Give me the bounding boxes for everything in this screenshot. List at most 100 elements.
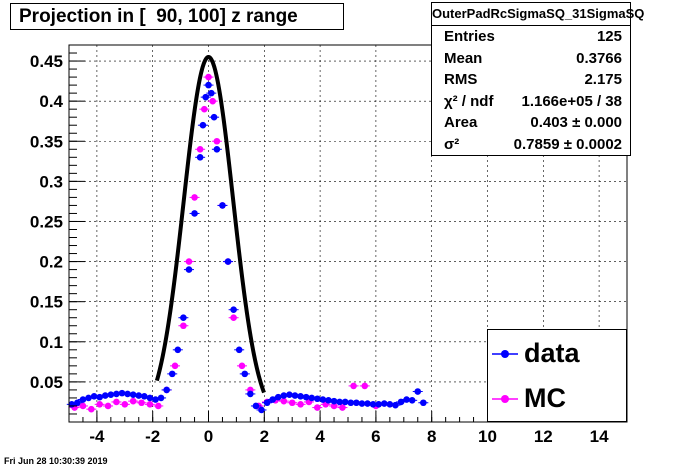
mc-point — [205, 73, 212, 81]
data-point — [207, 89, 215, 97]
data-point — [308, 394, 316, 402]
data-point — [180, 314, 187, 322]
mc-point — [104, 402, 112, 410]
stats-row-chi2: χ² / ndf 1.166e+05 / 38 — [432, 91, 630, 113]
data-point — [302, 393, 310, 401]
data-point — [219, 202, 226, 209]
mc-point — [213, 137, 221, 145]
data-point — [174, 346, 182, 354]
mc-point — [330, 402, 338, 410]
data-point — [213, 145, 221, 153]
x-tick-label: 4 — [315, 427, 325, 446]
data-point — [314, 395, 321, 403]
mc-point — [238, 362, 246, 370]
stats-label: RMS — [444, 71, 478, 88]
x-tick-label: 10 — [478, 427, 497, 446]
legend-entry-data: data — [488, 332, 626, 376]
mc-point — [339, 404, 346, 411]
mc-point — [171, 362, 179, 370]
data-point — [336, 398, 343, 406]
x-tick-label: 0 — [204, 427, 213, 446]
mc-point — [96, 401, 103, 408]
data-point — [297, 393, 304, 400]
mc-point — [88, 405, 95, 413]
x-tick-label: 8 — [427, 427, 436, 446]
mc-point — [146, 401, 154, 408]
data-point — [210, 113, 218, 121]
legend-entry-mc: MC — [488, 377, 626, 421]
data-point — [79, 396, 87, 403]
stats-value: 0.7859 ± 0.0002 — [513, 135, 622, 153]
stats-value: 0.3766 — [576, 49, 622, 67]
mc-point — [129, 397, 137, 405]
data-point — [129, 391, 137, 399]
data-point — [90, 393, 98, 400]
data-point — [358, 400, 366, 407]
data-point — [168, 370, 176, 378]
stats-row-area: Area 0.403 ± 0.000 — [432, 112, 630, 134]
data-point — [163, 386, 170, 394]
data-point — [124, 390, 131, 398]
data-point — [263, 399, 271, 407]
mc-point — [201, 105, 208, 113]
mc-point — [121, 401, 129, 408]
y-tick-label: 0.45 — [30, 52, 63, 71]
data-point — [269, 396, 276, 403]
data-point — [280, 392, 288, 399]
fit-curve — [154, 55, 266, 394]
data-point — [96, 393, 103, 401]
data-point — [247, 390, 254, 398]
chart-title: Projection in [ 90, 100] z range — [10, 3, 344, 30]
data-point — [141, 393, 148, 400]
data-point — [369, 401, 377, 408]
stats-value: 0.403 ± 0.000 — [530, 114, 622, 131]
mc-point — [154, 402, 162, 410]
data-point — [152, 396, 159, 403]
data-point — [330, 397, 338, 405]
mc-point — [297, 401, 304, 408]
data-point — [375, 401, 382, 408]
data-point — [196, 153, 204, 161]
data-point — [380, 400, 388, 407]
data-point — [113, 390, 120, 398]
data-point — [364, 400, 371, 407]
data-series — [66, 81, 429, 414]
data-point — [319, 396, 327, 403]
x-tick-label: -4 — [89, 427, 105, 446]
data-point — [258, 406, 265, 414]
y-tick-label: 0.4 — [39, 92, 63, 111]
data-point — [420, 399, 427, 407]
data-point — [199, 121, 207, 129]
stats-value: 2.175 — [584, 71, 622, 88]
data-point — [241, 370, 249, 378]
stats-row-rms: RMS 2.175 — [432, 69, 630, 91]
data-point — [408, 397, 416, 404]
data-point — [135, 392, 143, 399]
data-point — [414, 388, 422, 395]
legend-marker-data — [492, 350, 518, 358]
data-point — [224, 258, 232, 265]
data-point — [341, 398, 349, 406]
mc-point — [280, 397, 288, 405]
mc-point — [230, 314, 237, 322]
stats-label: Area — [444, 114, 478, 131]
data-point — [397, 398, 405, 406]
stats-value: 1.166e+05 / 38 — [521, 92, 622, 110]
x-tick-label: 6 — [371, 427, 380, 446]
data-point — [347, 399, 355, 407]
data-point — [291, 392, 299, 399]
fit-curve-layer — [154, 55, 266, 394]
mc-point — [79, 402, 87, 410]
stats-box: OuterPadRcSigmaSQ_31SigmaSQ Entries 125 … — [431, 2, 644, 156]
stats-label: Mean — [444, 49, 483, 67]
data-point — [74, 399, 81, 407]
data-point — [274, 393, 282, 401]
x-tick-label: 12 — [534, 427, 553, 446]
x-tick-label: 14 — [590, 427, 609, 446]
data-point — [85, 394, 92, 402]
stats-value: 125 — [596, 28, 622, 45]
mc-point — [350, 382, 357, 390]
data-point — [146, 394, 154, 402]
data-point — [386, 401, 394, 408]
